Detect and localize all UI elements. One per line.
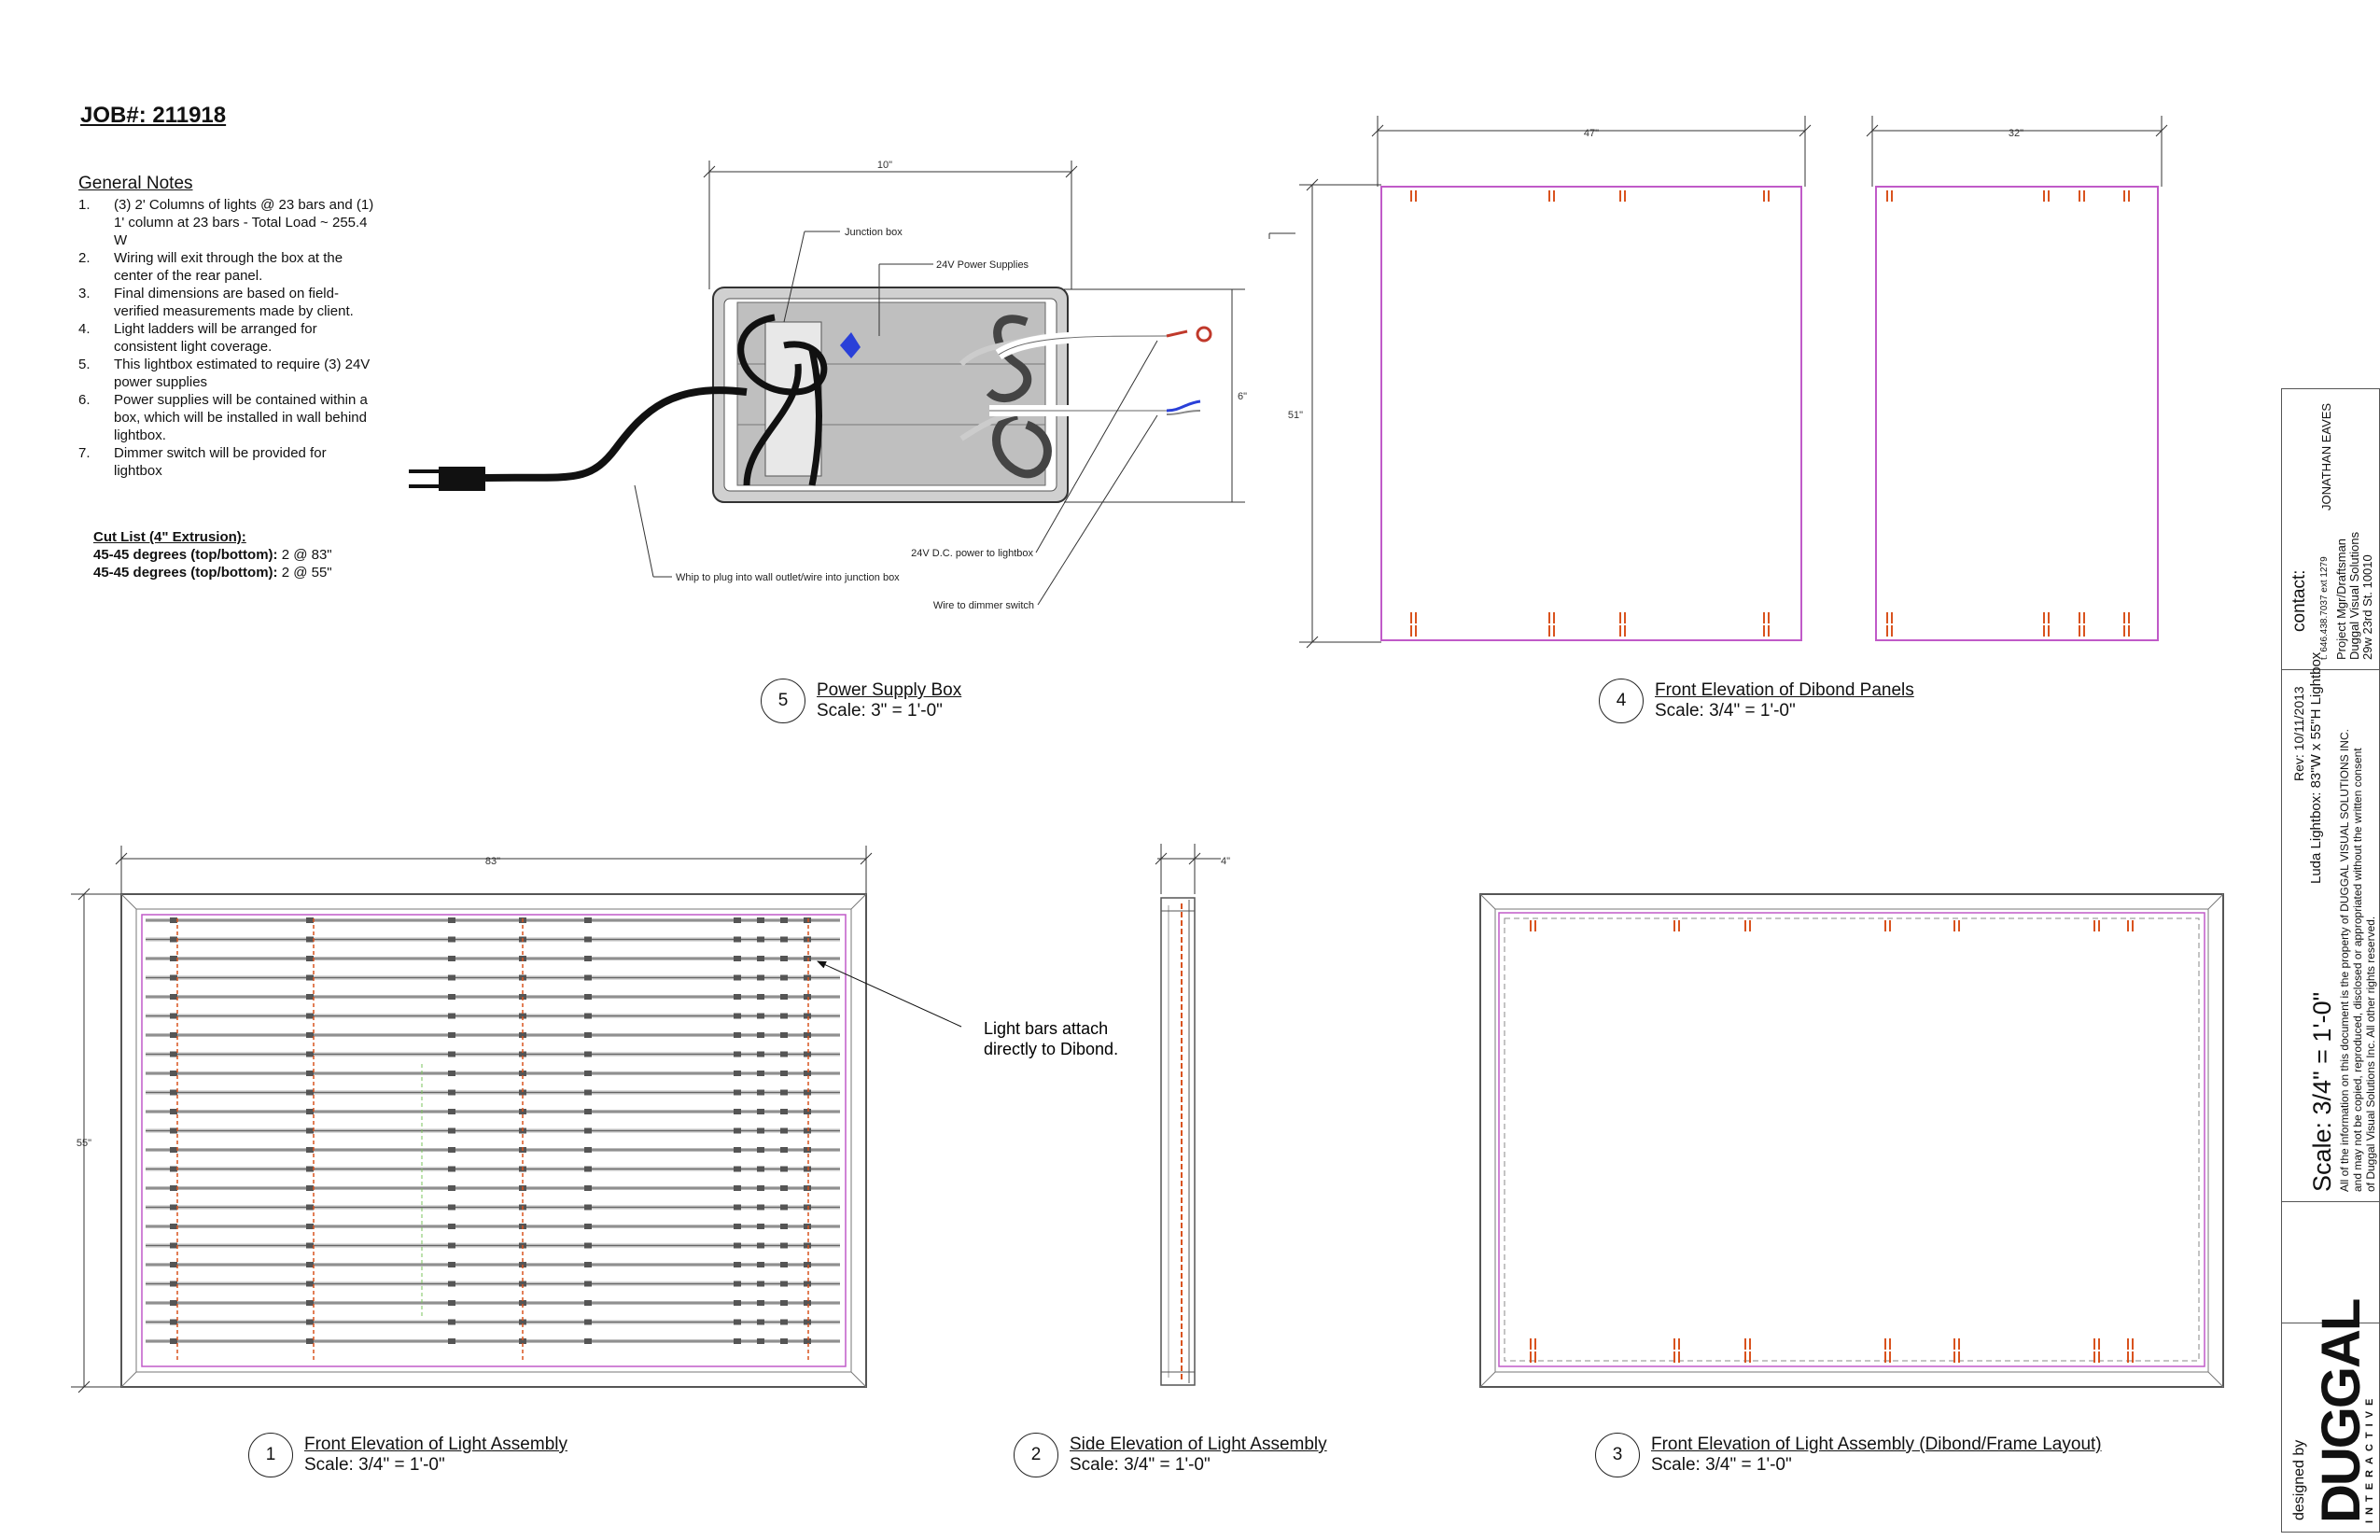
caption-title: Front Elevation of Light Assembly [304,1435,567,1454]
contact-name: JONATHAN EAVES [2319,402,2333,511]
dibond-panel-32 [1875,186,2159,641]
light-assembly-front-drawing: 83" 55" Light bars attach directly to Di… [71,846,1118,1393]
note-text: Power supplies will be contained within … [114,392,368,443]
general-notes-title: General Notes [78,174,193,193]
detail-number: 4 [1599,679,1644,723]
note-item: 7. Dimmer switch will be provided for lig… [78,444,377,480]
legal-line3: of Duggal Visual Solutions Inc. All othe… [2364,916,2377,1192]
caption-power-supply-box: 5 Power Supply Box Scale: 3" = 1'-0" [761,679,961,723]
side-depth-4: 4" [1221,856,1230,867]
detail-number: 5 [761,679,805,723]
power-cord [484,386,748,482]
drawing-canvas: 10" 6" Junction box 24V Power [71,116,2224,1393]
note-item: 2. Wiring will exit through the box at th… [78,249,377,285]
designed-by-label: designed by [2291,1439,2307,1520]
contact-company: Duggal Visual Solutions [2347,531,2361,660]
note-item: 1. (3) 2' Columns of lights @ 23 bars and… [78,196,377,249]
dimmer-label: Wire to dimmer switch [933,600,1034,611]
caption-title: Front Elevation of Dibond Panels [1655,680,1914,700]
note-text: (3) 2' Columns of lights @ 23 bars and (… [114,197,374,248]
caption-title: Front Elevation of Light Assembly (Dibon… [1651,1435,2102,1454]
contact-address: 29w 23rd St. 10010 [2360,554,2374,660]
contact-role: Project Mgr/Draftsman [2334,538,2348,660]
assembly-width-83: 83" [485,856,500,867]
junction-box-label: Junction box [845,227,903,238]
dibond-panels-drawing: 47" 32" 51" [1268,116,2168,649]
caption-scale: Scale: 3" = 1'-0" [817,701,943,721]
note-text: This lightbox estimated to require (3) 2… [114,357,371,390]
psb-height-dim: 6" [1238,391,1247,402]
dibond-width-47: 47" [1584,128,1599,139]
caption-scale: Scale: 3/4" = 1'-0" [1655,701,1796,721]
dibond-width-32: 32" [2009,128,2023,139]
side-frame [1160,897,1196,1386]
job-number: JOB#: 211918 [80,103,227,128]
dibond-panel-47 [1380,186,1802,641]
caption-scale: Scale: 3/4" = 1'-0" [1070,1455,1211,1475]
note-text: Wiring will exit through the box at the … [114,250,343,284]
contact-phone: t. 646.438.7037 ext 1279 [2319,556,2330,660]
caption-title: Side Elevation of Light Assembly [1070,1435,1327,1454]
whip-label: Whip to plug into wall outlet/wire into … [676,572,900,583]
dc-power-label: 24V D.C. power to lightbox [911,548,1033,559]
dibond-frame-layout-drawing [1479,893,2224,1388]
light-assembly-frame [120,893,867,1388]
revision-date: Rev: 10/11/2013 [2291,686,2306,781]
note-item: 3. Final dimensions are based on field-ve… [78,285,377,320]
project-title: Luda Lightbox: 83"W x 55"H Lightbox [2308,651,2324,884]
legal-line2: and may not be copied, reproduced, discl… [2351,748,2364,1192]
contact-label: contact: [2289,569,2309,632]
note-item: 6. Power supplies will be contained withi… [78,391,377,444]
plug-icon [439,467,485,491]
note-item: 4. Light ladders will be arranged for con… [78,320,377,356]
duggal-logo-sub: INTERACTIVE [2364,1393,2375,1523]
cut-list-row: 45-45 degrees (top/bottom): 2 @ 55" [93,565,332,581]
dibond-height-51: 51" [1288,410,1303,421]
caption-light-assembly-side: 2 Side Elevation of Light Assembly Scale:… [1014,1433,1327,1477]
caption-dibond-frame-layout: 3 Front Elevation of Light Assembly (Dib… [1595,1433,2102,1477]
light-assembly-side-drawing: 4" [1155,844,1230,1386]
caption-scale: Scale: 3/4" = 1'-0" [304,1455,445,1475]
duggal-logo: DUGGAL [2311,1299,2372,1523]
power-supply-box-drawing: 10" 6" Junction box 24V Power [409,160,1247,611]
callout-line1: Light bars attach [984,1019,1108,1038]
psb-width-dim: 10" [877,160,892,171]
note-text: Light ladders will be arranged for consi… [114,321,317,355]
detail-number: 3 [1595,1433,1640,1477]
cut-list: Cut List (4" Extrusion): 45-45 degrees (… [93,528,332,581]
caption-title: Power Supply Box [817,680,962,700]
general-notes-list: 1. (3) 2' Columns of lights @ 23 bars and… [78,196,377,480]
caption-light-assembly-front: 1 Front Elevation of Light Assembly Scale… [248,1433,567,1477]
cut-list-row: 45-45 degrees (top/bottom): 2 @ 83" [93,547,332,563]
callout-line2: directly to Dibond. [984,1040,1118,1058]
wire-connector-icon [840,332,861,358]
caption-scale: Scale: 3/4" = 1'-0" [1651,1455,1792,1475]
cut-list-title: Cut List (4" Extrusion): [93,529,246,545]
sheet-scale: Scale: 3/4" = 1'-0" [2308,991,2336,1192]
detail-number: 2 [1014,1433,1058,1477]
assembly-height-55: 55" [77,1138,91,1149]
caption-dibond-panels: 4 Front Elevation of Dibond Panels Scale:… [1599,679,1914,723]
layout-frame [1479,893,2224,1388]
title-block: contact: JONATHAN EAVES t. 646.438.7037 … [2281,388,2380,1533]
note-text: Final dimensions are based on field-veri… [114,286,354,319]
legal-line1: All of the information on this document … [2338,729,2351,1192]
note-text: Dimmer switch will be provided for light… [114,445,327,479]
power-supplies-label: 24V Power Supplies [936,259,1029,271]
note-item: 5. This lightbox estimated to require (3)… [78,356,377,391]
detail-number: 1 [248,1433,293,1477]
